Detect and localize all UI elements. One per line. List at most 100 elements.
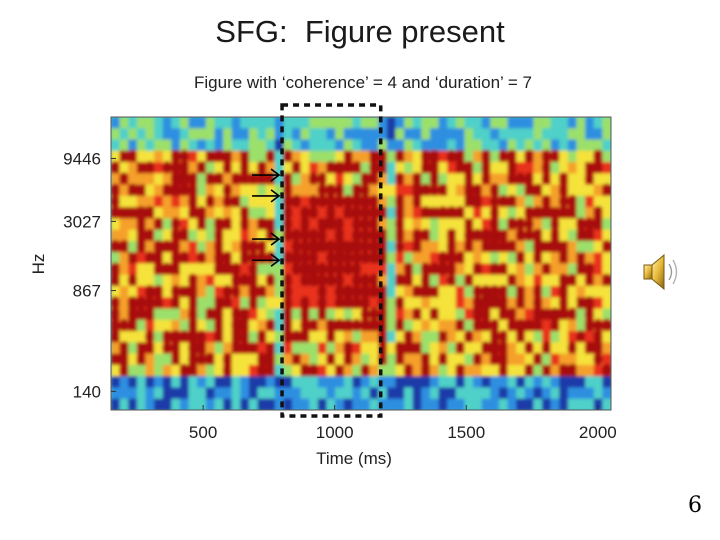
heatmap-cell — [248, 376, 259, 389]
heatmap-cell — [593, 308, 604, 321]
heatmap-cell — [473, 387, 483, 400]
heatmap-cell — [171, 207, 181, 220]
heatmap-cell — [111, 398, 121, 410]
heatmap-cell — [111, 286, 121, 299]
heatmap-cell — [128, 263, 138, 276]
speaker-icon[interactable] — [640, 250, 688, 294]
heatmap-cell — [179, 353, 190, 366]
heatmap-cell — [386, 387, 397, 400]
heatmap-blob — [188, 352, 198, 367]
heatmap-cell — [335, 173, 345, 186]
heatmap-cell — [248, 364, 259, 378]
heatmap-blob — [395, 341, 405, 355]
heatmap-blob — [420, 228, 431, 243]
heatmap-cell — [602, 207, 611, 220]
heatmap-blob — [601, 273, 611, 288]
heatmap-cell — [119, 139, 130, 152]
heatmap-cell — [119, 150, 130, 164]
heatmap-blob — [214, 172, 224, 186]
heatmap-cell — [119, 297, 130, 310]
heatmap-cell — [145, 387, 156, 400]
heatmap-cell — [300, 387, 311, 400]
heatmap-cell — [283, 376, 294, 389]
heatmap-cell — [386, 297, 397, 310]
heatmap-cell — [361, 398, 371, 410]
heatmap-cell — [602, 195, 611, 209]
heatmap-cell — [473, 173, 483, 186]
heatmap-cell — [274, 195, 285, 209]
heatmap-cell — [231, 398, 242, 410]
heatmap-cell — [421, 195, 431, 209]
heatmap-cell — [533, 376, 544, 389]
heatmap-cell — [567, 128, 578, 141]
heatmap-cell — [274, 319, 285, 333]
heatmap-blob — [300, 262, 310, 276]
heatmap-cell — [386, 398, 397, 410]
heatmap-blob — [420, 262, 431, 276]
heatmap-blob — [524, 206, 534, 220]
heatmap-blob — [351, 206, 362, 220]
heatmap-cell — [378, 263, 388, 276]
heatmap-blob — [507, 149, 517, 164]
heatmap-cell — [317, 150, 328, 164]
heatmap-cell — [317, 398, 328, 410]
heatmap-cell — [576, 184, 587, 197]
heatmap-blob — [326, 239, 336, 254]
heatmap-blob — [300, 239, 310, 254]
heatmap-cell — [455, 308, 466, 321]
heatmap-cell — [421, 128, 431, 141]
heatmap-cell — [111, 139, 121, 152]
heatmap-blob — [584, 262, 595, 276]
heatmap-cell — [154, 376, 164, 389]
heatmap-cell — [455, 297, 466, 310]
heatmap-cell — [179, 274, 190, 288]
heatmap-cell — [248, 319, 259, 333]
heatmap-cell — [567, 229, 578, 242]
heatmap-blob — [481, 239, 491, 254]
heatmap-cell — [421, 173, 431, 186]
heatmap-cell — [266, 240, 276, 254]
heatmap-blob — [334, 228, 345, 243]
heatmap-cell — [266, 128, 276, 141]
heatmap-cell — [438, 286, 449, 299]
heatmap-cell — [214, 139, 225, 152]
heatmap-cell — [257, 229, 268, 242]
heatmap-blob — [317, 183, 327, 198]
heatmap-cell — [455, 117, 466, 130]
heatmap-blob — [214, 307, 224, 321]
heatmap-blob — [541, 206, 552, 220]
heatmap-blob — [119, 172, 129, 186]
heatmap-blob — [584, 273, 595, 288]
heatmap-cell — [361, 263, 371, 276]
heatmap-cell — [559, 117, 569, 130]
heatmap-cell — [274, 398, 285, 410]
heatmap-blob — [111, 194, 121, 209]
heatmap-cell — [145, 128, 156, 141]
heatmap-cell — [533, 331, 544, 344]
heatmap-cell — [179, 128, 190, 141]
heatmap-cell — [119, 128, 130, 141]
heatmap-blob — [222, 296, 233, 310]
heatmap-blob — [558, 206, 569, 220]
heatmap-cell — [378, 139, 388, 152]
heatmap-blob — [455, 206, 465, 220]
heatmap-cell — [119, 274, 130, 288]
heatmap-cell — [498, 387, 509, 400]
heatmap-blob — [360, 217, 371, 231]
heatmap-cell — [231, 297, 242, 310]
heatmap-cell — [593, 128, 604, 141]
heatmap-cell — [179, 297, 190, 310]
heatmap-cell — [179, 376, 190, 389]
heatmap-cell — [292, 376, 302, 389]
heatmap-cell — [128, 240, 138, 254]
heatmap-blob — [541, 262, 552, 276]
heatmap-cell — [309, 398, 319, 410]
heatmap-blob — [162, 262, 172, 276]
heatmap-cell — [343, 240, 354, 254]
heatmap-blob — [541, 172, 552, 186]
heatmap-cell — [119, 195, 130, 209]
heatmap-cell — [378, 173, 388, 186]
heatmap-blob — [360, 284, 371, 299]
heatmap-blob — [412, 172, 422, 186]
heatmap-cell — [154, 331, 164, 344]
